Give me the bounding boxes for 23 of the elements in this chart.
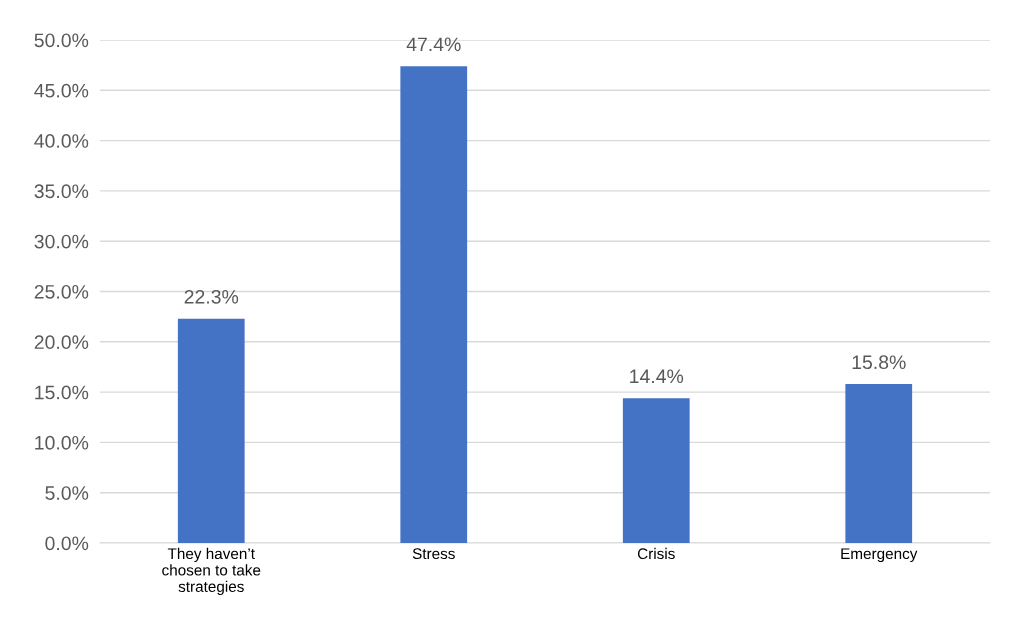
data-label: 47.4% [406, 37, 461, 52]
data-label: 22.3% [184, 289, 239, 304]
y-tick-label: 5.0% [45, 486, 89, 500]
y-tick-label: 25.0% [34, 284, 89, 299]
data-label: 14.4% [630, 369, 684, 384]
y-tick-label: 40.0% [34, 134, 89, 148]
bar [177, 318, 245, 543]
y-tick-label: 15.0% [35, 385, 89, 400]
data-label: 15.8% [852, 355, 906, 370]
bar [622, 398, 690, 543]
y-tick-label: 0.0% [45, 536, 89, 551]
x-tick-label: Crisis [637, 547, 675, 560]
y-tick-label: 10.0% [35, 435, 89, 450]
y-tick-label: 20.0% [34, 335, 89, 350]
y-tick-label: 30.0% [34, 234, 89, 249]
bar [845, 384, 913, 543]
bar [400, 66, 468, 543]
x-tick-label: Stress [412, 548, 455, 560]
y-tick-label: 35.0% [34, 184, 89, 199]
x-tick-label: They haven’t chosen to take strategies [162, 547, 261, 596]
y-tick-label: 45.0% [34, 83, 89, 98]
x-tick-label: Emergency [841, 548, 918, 563]
y-tick-label: 50.0% [34, 33, 89, 48]
